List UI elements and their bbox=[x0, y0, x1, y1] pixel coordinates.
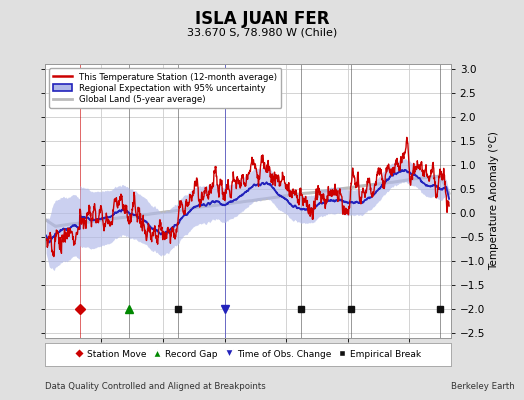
Y-axis label: Temperature Anomaly (°C): Temperature Anomaly (°C) bbox=[489, 132, 499, 270]
Text: 33.670 S, 78.980 W (Chile): 33.670 S, 78.980 W (Chile) bbox=[187, 27, 337, 37]
Legend: Station Move, Record Gap, Time of Obs. Change, Empirical Break: Station Move, Record Gap, Time of Obs. C… bbox=[72, 348, 423, 361]
Text: Berkeley Earth: Berkeley Earth bbox=[451, 382, 515, 391]
Text: ISLA JUAN FER: ISLA JUAN FER bbox=[195, 10, 329, 28]
Text: Data Quality Controlled and Aligned at Breakpoints: Data Quality Controlled and Aligned at B… bbox=[45, 382, 265, 391]
Legend: This Temperature Station (12-month average), Regional Expectation with 95% uncer: This Temperature Station (12-month avera… bbox=[49, 68, 281, 108]
